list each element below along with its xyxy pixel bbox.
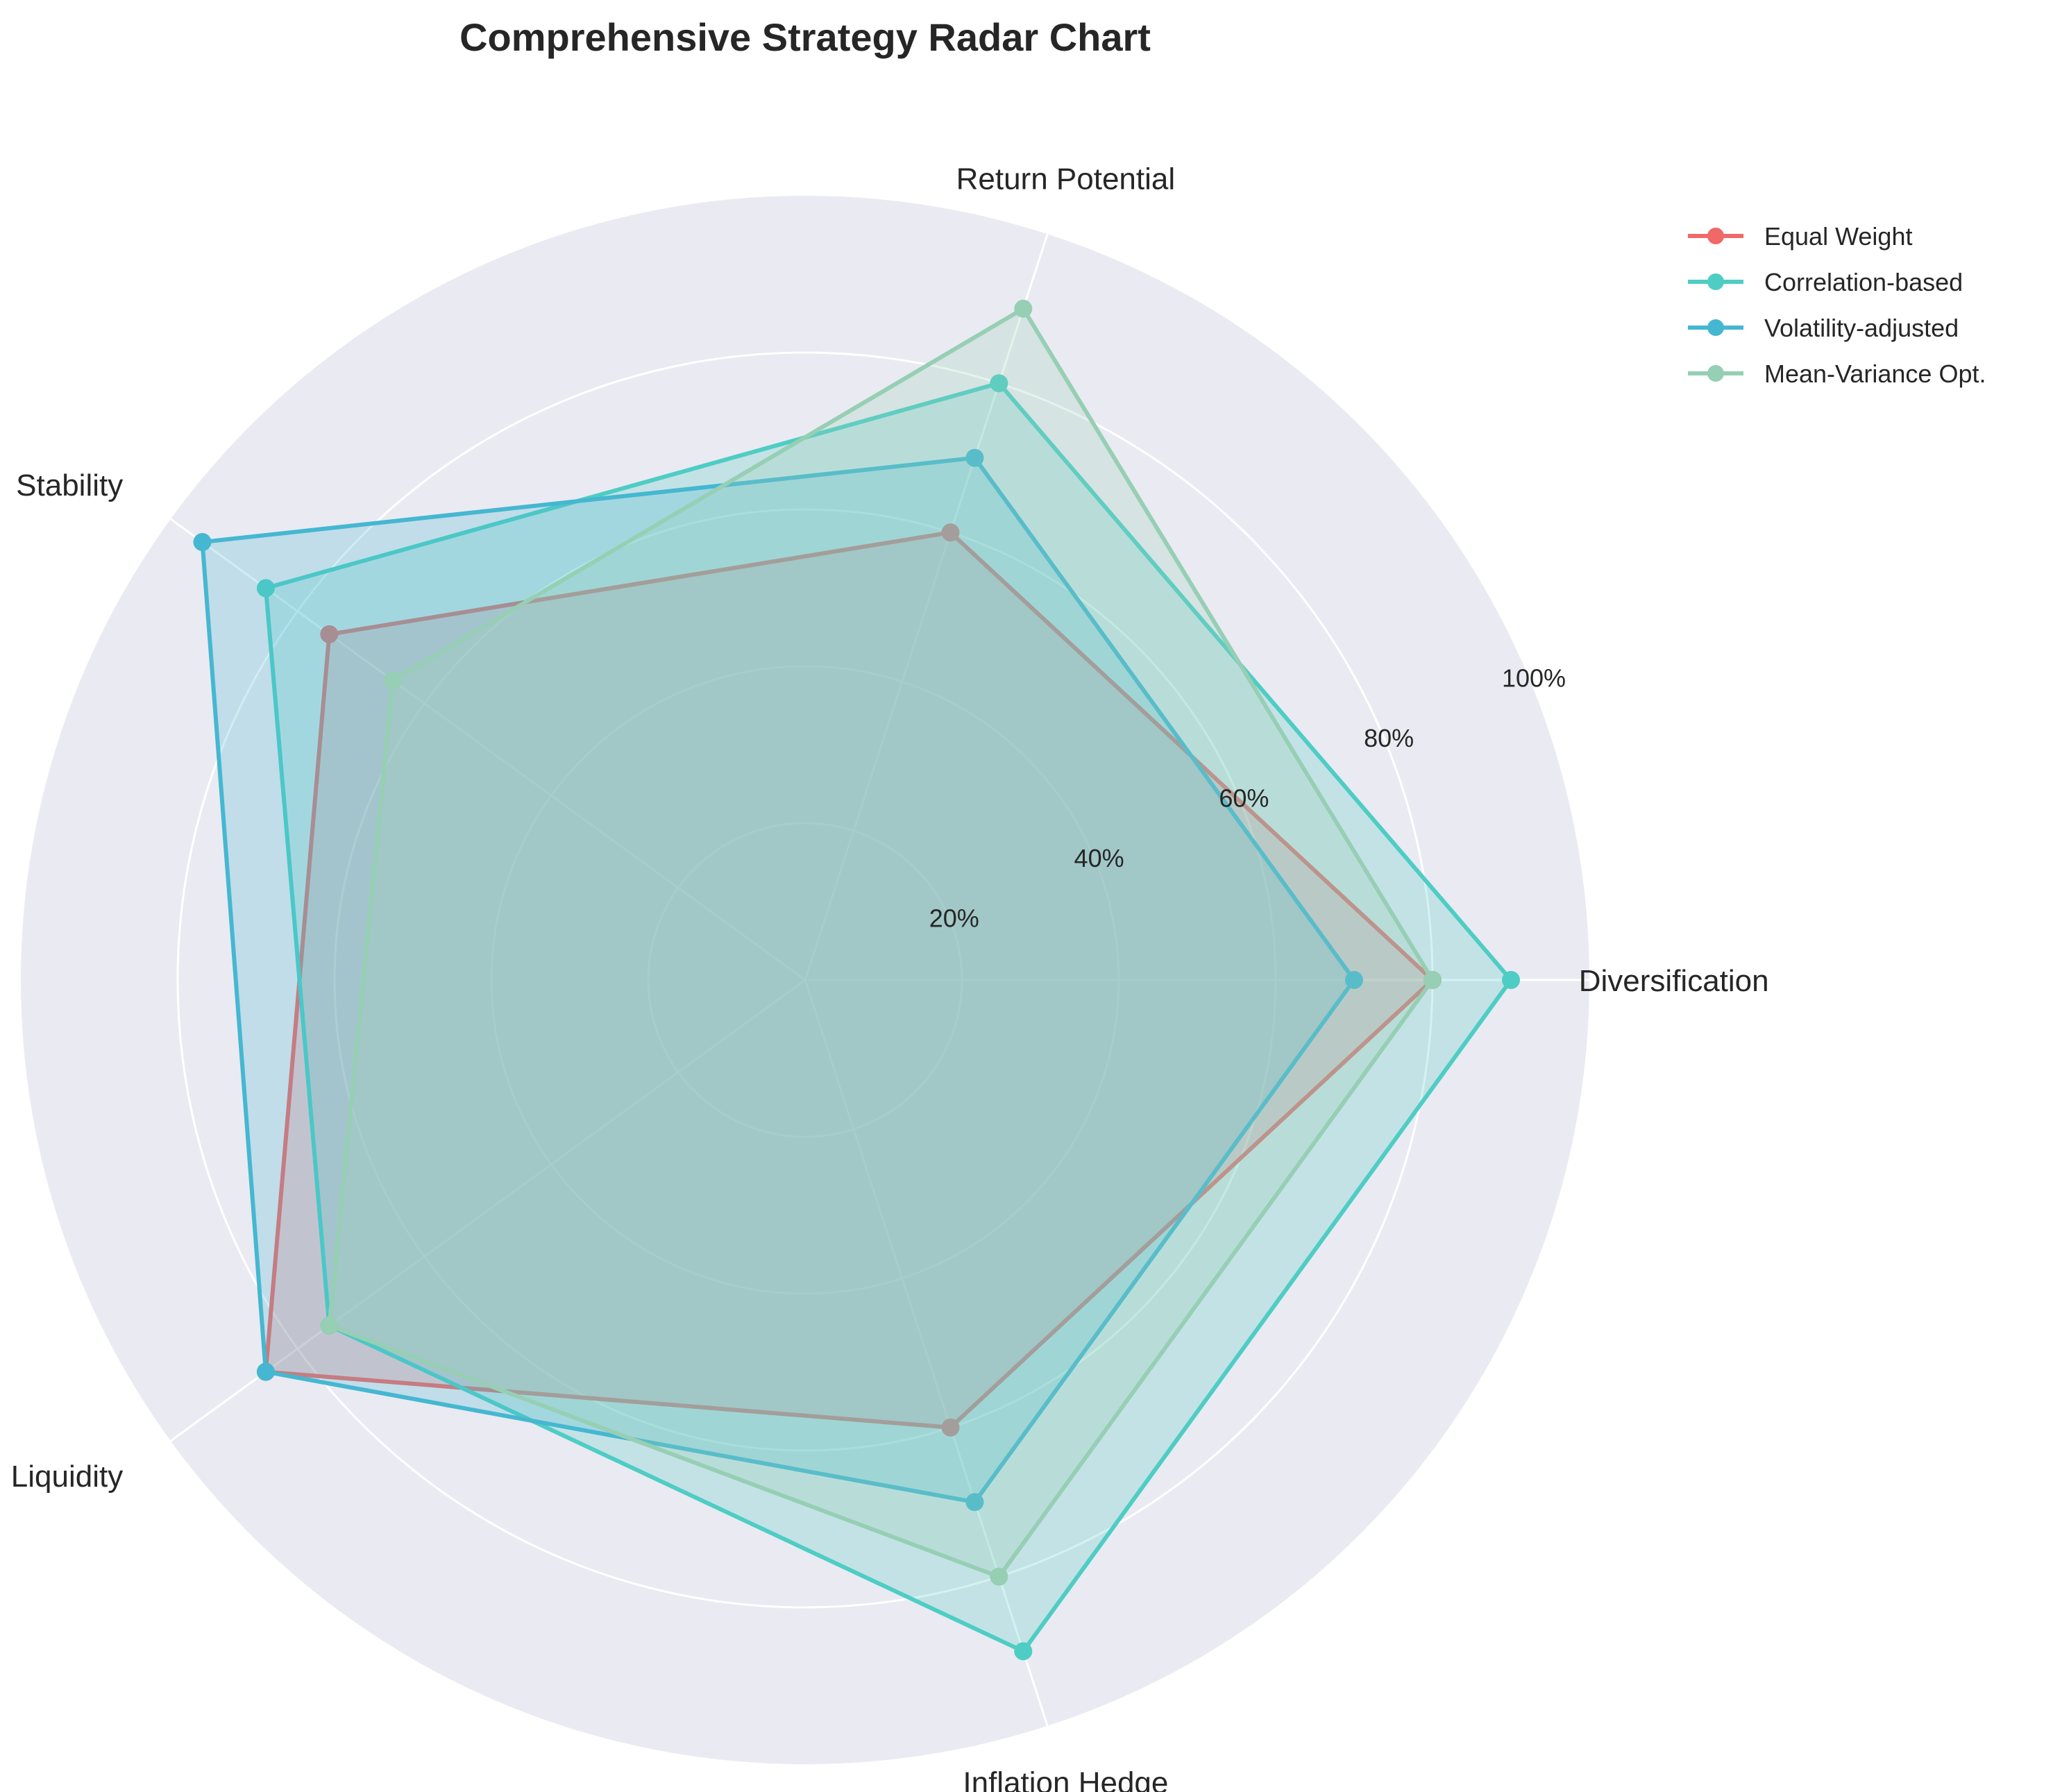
series-2-point-2 bbox=[193, 533, 212, 552]
radar-spoke-4 bbox=[804, 979, 1049, 1727]
legend: Equal Weight Correlation-based Volatility-… bbox=[1688, 222, 1986, 388]
axis-label-0: Diversification bbox=[1579, 964, 1769, 998]
series-3-point-0 bbox=[1423, 971, 1442, 989]
series-0-point-4 bbox=[941, 1418, 960, 1437]
series-2-point-4 bbox=[965, 1493, 984, 1512]
legend-label-1: Correlation-based bbox=[1764, 268, 1963, 296]
series-3-point-1 bbox=[1014, 299, 1033, 318]
series-fill-0 bbox=[265, 532, 1433, 1428]
radial-tick-label-80: 80% bbox=[1364, 724, 1414, 752]
chart-title: Comprehensive Strategy Radar Chart bbox=[459, 15, 1151, 59]
radial-tick-label-20: 20% bbox=[929, 904, 979, 933]
series-0-point-1 bbox=[941, 523, 960, 542]
series-2-point-3 bbox=[256, 1362, 275, 1381]
series-line-1 bbox=[263, 381, 1513, 1654]
series-fill-2 bbox=[202, 457, 1354, 1503]
axis-label-1: Return Potential bbox=[956, 162, 1176, 196]
series-2-point-1 bbox=[965, 448, 984, 467]
series-1-point-4 bbox=[1014, 1642, 1033, 1661]
series-3-point-3 bbox=[320, 1317, 339, 1335]
legend-marker-2 bbox=[1707, 319, 1724, 336]
radial-tick-label-100: 100% bbox=[1502, 664, 1566, 693]
series-line-0 bbox=[263, 530, 1435, 1430]
legend-marker-3 bbox=[1707, 365, 1724, 382]
axis-label-4: Inflation Hedge bbox=[963, 1766, 1168, 1792]
radar-axis-labels: Diversification Return Potential Stability… bbox=[11, 162, 1769, 1792]
legend-marker-0 bbox=[1707, 228, 1724, 244]
legend-label-3: Mean-Variance Opt. bbox=[1764, 360, 1986, 388]
series-fill-3 bbox=[329, 308, 1433, 1577]
series-3-point-2 bbox=[383, 671, 402, 690]
series-0-point-2 bbox=[320, 625, 339, 643]
legend-label-2: Volatility-adjusted bbox=[1764, 314, 1959, 342]
radar-tick-labels: 20% 40% 60% 80% 100% bbox=[929, 664, 1566, 933]
radar-spoke-2 bbox=[169, 518, 806, 981]
series-1-point-1 bbox=[990, 374, 1008, 393]
series-2-point-0 bbox=[1345, 971, 1363, 989]
series-3-point-4 bbox=[990, 1567, 1008, 1586]
radial-tick-label-60: 60% bbox=[1219, 784, 1269, 813]
axis-label-2: Stability bbox=[16, 468, 123, 502]
series-line-3 bbox=[327, 306, 1435, 1579]
axis-label-3: Liquidity bbox=[11, 1460, 123, 1494]
radar-series-group bbox=[193, 299, 1520, 1661]
series-fill-1 bbox=[265, 383, 1511, 1652]
series-line-2 bbox=[200, 455, 1356, 1505]
radial-tick-label-40: 40% bbox=[1074, 844, 1124, 872]
radar-spoke-1 bbox=[804, 233, 1049, 981]
series-1-point-2 bbox=[256, 579, 275, 598]
series-1-point-0 bbox=[1502, 971, 1520, 989]
radar-spoke-3 bbox=[169, 979, 806, 1442]
legend-label-0: Equal Weight bbox=[1764, 222, 1912, 251]
legend-marker-1 bbox=[1707, 273, 1724, 290]
